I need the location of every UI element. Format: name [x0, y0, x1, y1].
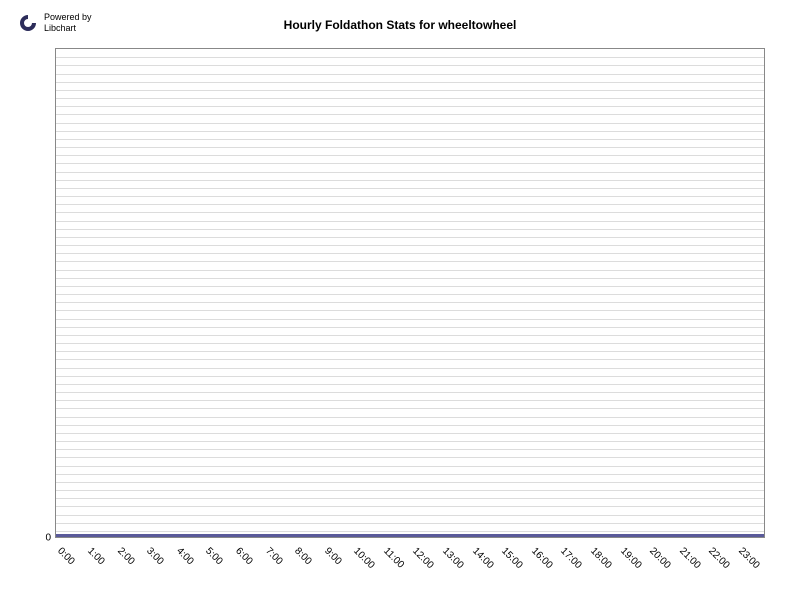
gridline [56, 212, 764, 213]
gridline [56, 506, 764, 507]
gridline [56, 408, 764, 409]
x-tick-label: 21:00 [677, 546, 702, 571]
gridline [56, 155, 764, 156]
gridline [56, 319, 764, 320]
gridline [56, 229, 764, 230]
gridline [56, 65, 764, 66]
x-tick-label: 17:00 [558, 546, 583, 571]
gridline [56, 74, 764, 75]
gridline [56, 196, 764, 197]
gridline [56, 523, 764, 524]
gridline [56, 466, 764, 467]
x-tick-label: 15:00 [499, 546, 524, 571]
gridline [56, 98, 764, 99]
gridline [56, 449, 764, 450]
gridline [56, 327, 764, 328]
gridline [56, 376, 764, 377]
gridline [56, 417, 764, 418]
x-tick-label: 5:00 [203, 546, 225, 568]
logo-text: Powered by Libchart [44, 12, 92, 34]
gridline [56, 188, 764, 189]
gridline [56, 351, 764, 352]
x-tick-label: 0:00 [56, 546, 78, 568]
gridline [56, 425, 764, 426]
gridline [56, 106, 764, 107]
gridline [56, 302, 764, 303]
gridline [56, 123, 764, 124]
gridline [56, 531, 764, 532]
gridline [56, 433, 764, 434]
gridline [56, 384, 764, 385]
gridline [56, 474, 764, 475]
gridline [56, 139, 764, 140]
x-tick-label: 19:00 [618, 546, 643, 571]
gridline [56, 335, 764, 336]
gridline [56, 392, 764, 393]
gridline [56, 131, 764, 132]
gridline [56, 400, 764, 401]
logo-text-line2: Libchart [44, 23, 92, 34]
gridline [56, 261, 764, 262]
gridline [56, 163, 764, 164]
chart-title: Hourly Foldathon Stats for wheeltowheel [284, 18, 517, 32]
x-tick-label: 20:00 [647, 546, 672, 571]
y-tick-label: 0 [37, 533, 51, 544]
gridline [56, 310, 764, 311]
gridline [56, 147, 764, 148]
logo-text-line1: Powered by [44, 12, 92, 23]
gridline [56, 343, 764, 344]
x-tick-label: 6:00 [233, 546, 255, 568]
x-tick-label: 22:00 [706, 546, 731, 571]
gridline [56, 82, 764, 83]
gridline [56, 286, 764, 287]
libchart-logo-icon [18, 13, 38, 33]
x-tick-label: 11:00 [381, 546, 406, 571]
gridline [56, 57, 764, 58]
gridline [56, 114, 764, 115]
x-tick-label: 4:00 [174, 546, 196, 568]
gridline [56, 204, 764, 205]
gridline [56, 237, 764, 238]
gridline [56, 515, 764, 516]
x-tick-label: 13:00 [440, 546, 465, 571]
x-tick-label: 10:00 [351, 546, 376, 571]
plot-area [55, 48, 765, 538]
gridline [56, 482, 764, 483]
x-tick-label: 2:00 [115, 546, 137, 568]
gridline [56, 441, 764, 442]
gridline [56, 180, 764, 181]
logo-area: Powered by Libchart [18, 12, 92, 34]
gridline [56, 172, 764, 173]
gridline [56, 457, 764, 458]
x-tick-label: 1:00 [85, 546, 107, 568]
x-tick-label: 3:00 [144, 546, 166, 568]
x-tick-label: 7:00 [263, 546, 285, 568]
baseline-bar [56, 534, 764, 537]
gridline [56, 253, 764, 254]
gridline [56, 278, 764, 279]
x-tick-label: 18:00 [588, 546, 613, 571]
gridline [56, 368, 764, 369]
gridline [56, 498, 764, 499]
x-tick-label: 16:00 [529, 546, 554, 571]
x-tick-label: 14:00 [470, 546, 495, 571]
x-tick-label: 23:00 [736, 546, 761, 571]
gridline [56, 270, 764, 271]
x-tick-label: 12:00 [411, 546, 436, 571]
gridline [56, 294, 764, 295]
x-tick-label: 9:00 [322, 546, 344, 568]
gridline [56, 245, 764, 246]
gridline [56, 359, 764, 360]
x-tick-label: 8:00 [292, 546, 314, 568]
gridline [56, 490, 764, 491]
gridline [56, 221, 764, 222]
gridline [56, 90, 764, 91]
